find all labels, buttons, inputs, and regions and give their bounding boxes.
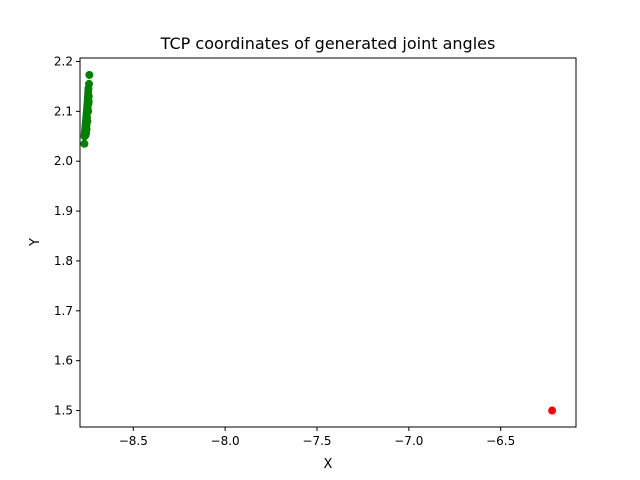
data-point-0-0 <box>85 70 94 79</box>
x-tick-label: −8.5 <box>119 434 148 448</box>
data-point-0-33 <box>82 129 91 138</box>
y-tick-label: 2.1 <box>54 104 73 118</box>
plot-frame <box>79 57 577 428</box>
y-axis-label: Y <box>28 238 43 247</box>
y-tick-label: 1.7 <box>54 304 73 318</box>
y-tick-label: 1.5 <box>54 404 73 418</box>
x-tick-label: −7.5 <box>302 434 331 448</box>
data-point-0-30 <box>84 107 93 116</box>
y-tick-label: 1.8 <box>54 254 73 268</box>
chart-title: TCP coordinates of generated joint angle… <box>160 34 496 53</box>
data-point-0-31 <box>83 117 92 126</box>
x-tick-label: −6.5 <box>486 434 515 448</box>
y-tick-label: 2.0 <box>54 154 73 168</box>
data-point-0-34 <box>84 92 93 101</box>
x-axis-label: X <box>324 457 333 472</box>
y-axis-ticks: 1.5 1.6 1.7 1.8 1.9 2.0 2.1 2.2 <box>54 54 80 418</box>
y-tick-label: 1.9 <box>54 204 73 218</box>
data-points <box>80 70 557 415</box>
x-tick-label: −8.0 <box>211 434 240 448</box>
y-tick-label: 1.6 <box>54 354 73 368</box>
data-point-0-36 <box>80 139 89 148</box>
x-axis-ticks: −8.5 −8.0 −7.5 −7.0 −6.5 <box>119 427 515 448</box>
x-tick-label: −7.0 <box>394 434 423 448</box>
y-tick-label: 2.2 <box>54 54 73 68</box>
data-point-0-35 <box>84 99 93 108</box>
data-point-1-0 <box>548 406 557 415</box>
